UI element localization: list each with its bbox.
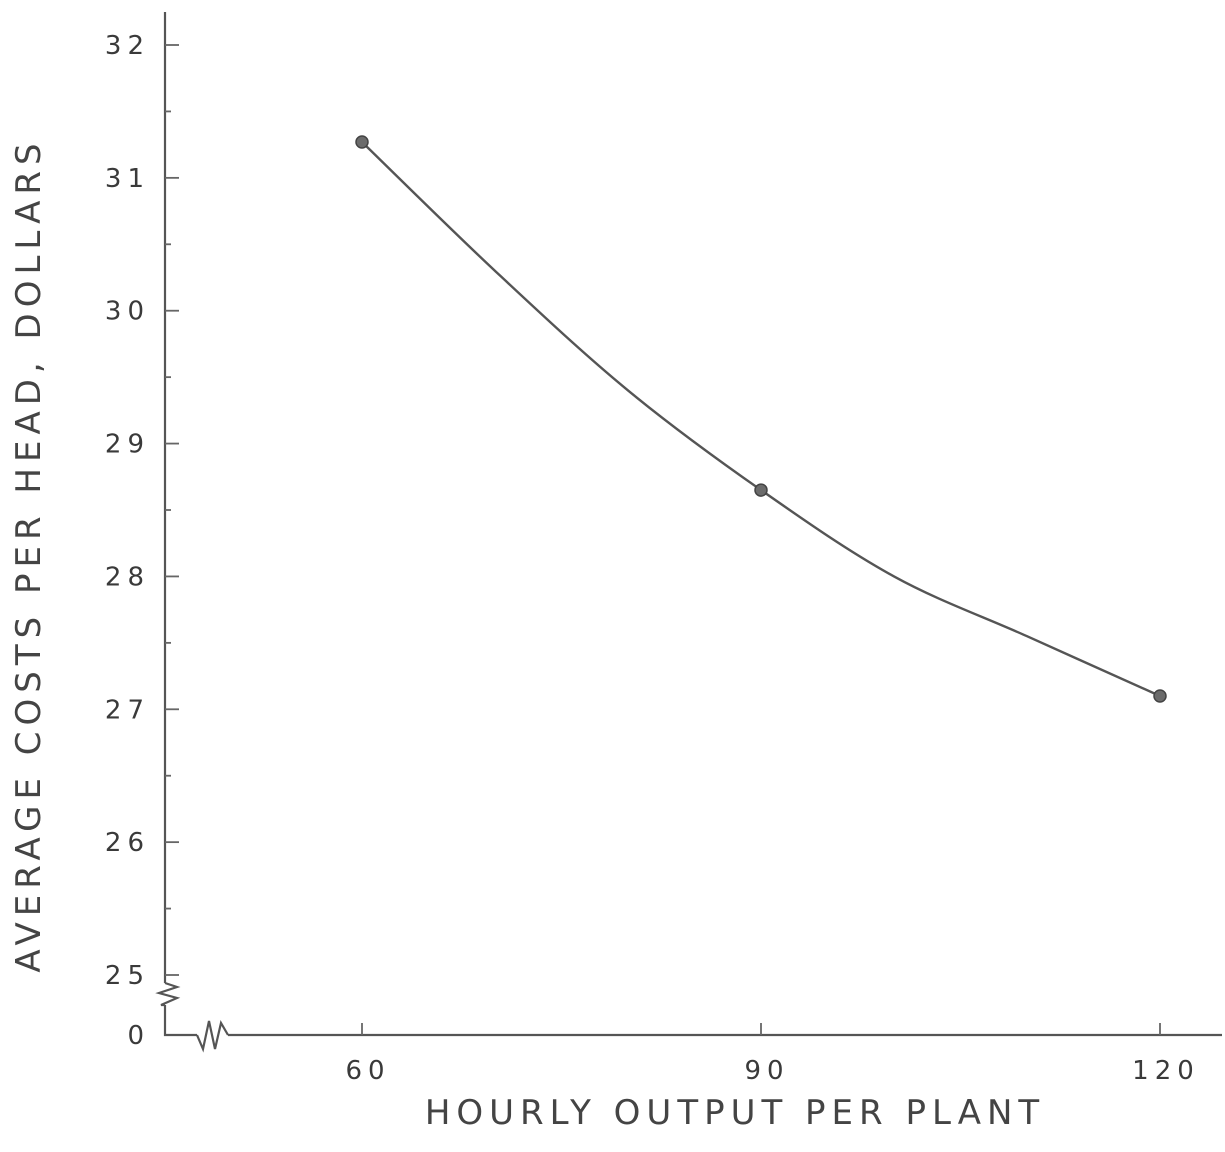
data-point xyxy=(754,483,768,497)
x-axis-title: HOURLY OUTPUT PER PLANT xyxy=(425,1093,1045,1133)
y-tick-label: 0 xyxy=(127,1021,150,1051)
y-tick-label: 31 xyxy=(105,164,150,194)
tick-marks xyxy=(165,44,1161,1035)
data-point xyxy=(355,135,369,149)
y-tick-label: 25 xyxy=(105,961,150,991)
y-tick-label: 27 xyxy=(105,695,150,725)
y-tick-label: 28 xyxy=(105,562,150,592)
tick-labels: 32 31 30 29 28 27 26 25 0 60 90 120 xyxy=(105,31,1200,1086)
y-tick-label: 32 xyxy=(105,31,150,61)
data-point xyxy=(1153,689,1167,703)
x-tick-label: 90 xyxy=(744,1056,789,1086)
x-tick-label: 60 xyxy=(345,1056,390,1086)
data-points xyxy=(355,135,1167,703)
y-axis-title: AVERAGE COSTS PER HEAD, DOLLARS xyxy=(9,137,49,972)
axes xyxy=(155,12,1222,1053)
series-line xyxy=(361,141,1161,698)
y-tick-label: 29 xyxy=(105,430,150,460)
y-tick-label: 26 xyxy=(105,828,150,858)
x-axis xyxy=(163,1005,1222,1037)
x-axis-break-mark xyxy=(195,1020,229,1053)
y-tick-label: 30 xyxy=(105,297,150,327)
x-tick-label: 120 xyxy=(1132,1056,1200,1086)
y-axis-break-mark xyxy=(155,981,181,1007)
